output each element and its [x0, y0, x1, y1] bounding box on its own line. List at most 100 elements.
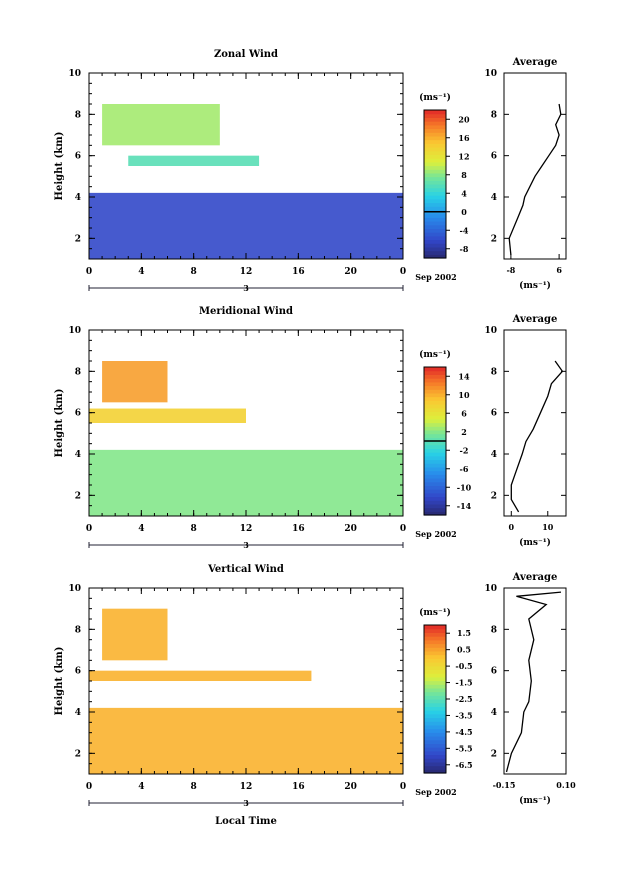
- colorbar-segment: [424, 243, 446, 248]
- colorbar-segment: [424, 202, 446, 207]
- colorbar-segment: [424, 702, 446, 707]
- day-label: 3: [243, 798, 249, 808]
- y-tick-label: 4: [75, 450, 81, 460]
- colorbar-segment: [424, 459, 446, 464]
- colorbar-segment: [424, 392, 446, 398]
- average-y-tick-label: 6: [491, 152, 497, 162]
- average-x-tick-label: 0: [509, 522, 515, 532]
- colorbar-tick-label: 0: [461, 207, 467, 217]
- x-tick-label: 0: [86, 782, 92, 792]
- colorbar-segment: [424, 235, 446, 241]
- colorbar-segment: [424, 206, 446, 211]
- colorbar-segment: [424, 198, 446, 204]
- colorbar-segment: [424, 761, 446, 767]
- date-label: Sep 2002: [415, 787, 457, 797]
- colorbar-tick-label: 8: [461, 170, 467, 180]
- y-tick-label: 10: [68, 584, 81, 594]
- colorbar-segment: [424, 691, 446, 696]
- colorbar-tick-label: -2: [460, 445, 469, 455]
- colorbar-segment: [424, 636, 446, 641]
- average-y-tick-label: 8: [491, 110, 497, 120]
- colorbar-segment: [424, 743, 446, 748]
- colorbar-segment: [424, 628, 446, 633]
- colorbar-segment: [424, 470, 446, 475]
- colorbar-segment: [424, 228, 446, 233]
- colorbar-segment: [424, 117, 446, 122]
- colorbar-segment: [424, 426, 446, 431]
- colorbar-segment: [424, 135, 446, 141]
- colorbar-segment: [424, 710, 446, 715]
- y-tick-label: 10: [68, 326, 81, 336]
- heatmap-band: [89, 192, 403, 259]
- average-y-tick-label: 6: [491, 409, 497, 419]
- y-tick-label: 8: [75, 625, 81, 635]
- colorbar-tick-label: -5.5: [455, 743, 472, 753]
- panel-title: Vertical Wind: [207, 564, 284, 575]
- y-axis-label: Height (km): [54, 132, 65, 201]
- heatmap-band: [102, 608, 168, 661]
- average-x-axis-label: (ms⁻¹): [519, 537, 551, 548]
- date-label: Sep 2002: [415, 272, 457, 282]
- colorbar-segment: [424, 429, 446, 435]
- x-tick-label: 8: [191, 524, 197, 534]
- average-y-tick-label: 10: [484, 584, 497, 594]
- colorbar-segment: [424, 485, 446, 490]
- average-title: Average: [512, 57, 558, 68]
- colorbar-unit: (ms⁻¹): [419, 92, 451, 103]
- colorbar-segment: [424, 139, 446, 144]
- colorbar-segment: [424, 239, 446, 244]
- colorbar-tick-label: -1.5: [455, 678, 472, 688]
- x-tick-label: 0: [86, 524, 92, 534]
- colorbar-tick-label: 1.5: [457, 628, 471, 638]
- colorbar-segment: [424, 437, 446, 442]
- colorbar-segment: [424, 684, 446, 689]
- colorbar-segment: [424, 662, 446, 667]
- x-axis-label: Local Time: [215, 816, 277, 827]
- colorbar-segment: [424, 706, 446, 711]
- colorbar-segment: [424, 673, 446, 678]
- x-tick-label: 8: [191, 782, 197, 792]
- y-tick-label: 10: [68, 69, 81, 79]
- colorbar-segment: [424, 511, 446, 516]
- colorbar-segment: [424, 121, 446, 126]
- colorbar-segment: [424, 411, 446, 416]
- heatmap-band: [89, 449, 403, 516]
- colorbar-tick-label: 6: [461, 408, 467, 418]
- y-axis-label: Height (km): [54, 647, 65, 716]
- x-tick-label: 16: [292, 267, 305, 277]
- colorbar-segment: [424, 448, 446, 453]
- colorbar-segment: [424, 422, 446, 427]
- colorbar-segment: [424, 695, 446, 700]
- colorbar-segment: [424, 732, 446, 737]
- colorbar-segment: [424, 736, 446, 741]
- colorbar-segment: [424, 632, 446, 637]
- colorbar-segment: [424, 154, 446, 159]
- colorbar-segment: [424, 669, 446, 674]
- average-y-tick-label: 4: [491, 450, 497, 460]
- average-y-tick-label: 2: [491, 234, 497, 244]
- colorbar-segment: [424, 466, 446, 472]
- colorbar-segment: [424, 452, 446, 457]
- colorbar-segment: [424, 385, 446, 390]
- colorbar-segment: [424, 254, 446, 259]
- colorbar-segment: [424, 180, 446, 185]
- x-tick-label: 4: [138, 782, 144, 792]
- x-tick-label: 12: [240, 524, 253, 534]
- colorbar-segment: [424, 769, 446, 774]
- colorbar-segment: [424, 717, 446, 722]
- heatmap-band: [128, 155, 260, 166]
- colorbar-segment: [424, 758, 446, 763]
- colorbar-segment: [424, 169, 446, 174]
- y-tick-label: 2: [75, 234, 81, 244]
- colorbar-segment: [424, 507, 446, 512]
- colorbar-segment: [424, 433, 446, 438]
- y-tick-label: 6: [75, 667, 81, 677]
- heatmap-band: [102, 104, 220, 146]
- colorbar-segment: [424, 415, 446, 420]
- average-y-tick-label: 2: [491, 491, 497, 501]
- colorbar-segment: [424, 639, 446, 645]
- colorbar-tick-label: -2.5: [455, 694, 472, 704]
- colorbar-segment: [424, 400, 446, 405]
- colorbar-tick-label: 0.5: [457, 645, 471, 655]
- colorbar-tick-label: -4: [460, 225, 469, 235]
